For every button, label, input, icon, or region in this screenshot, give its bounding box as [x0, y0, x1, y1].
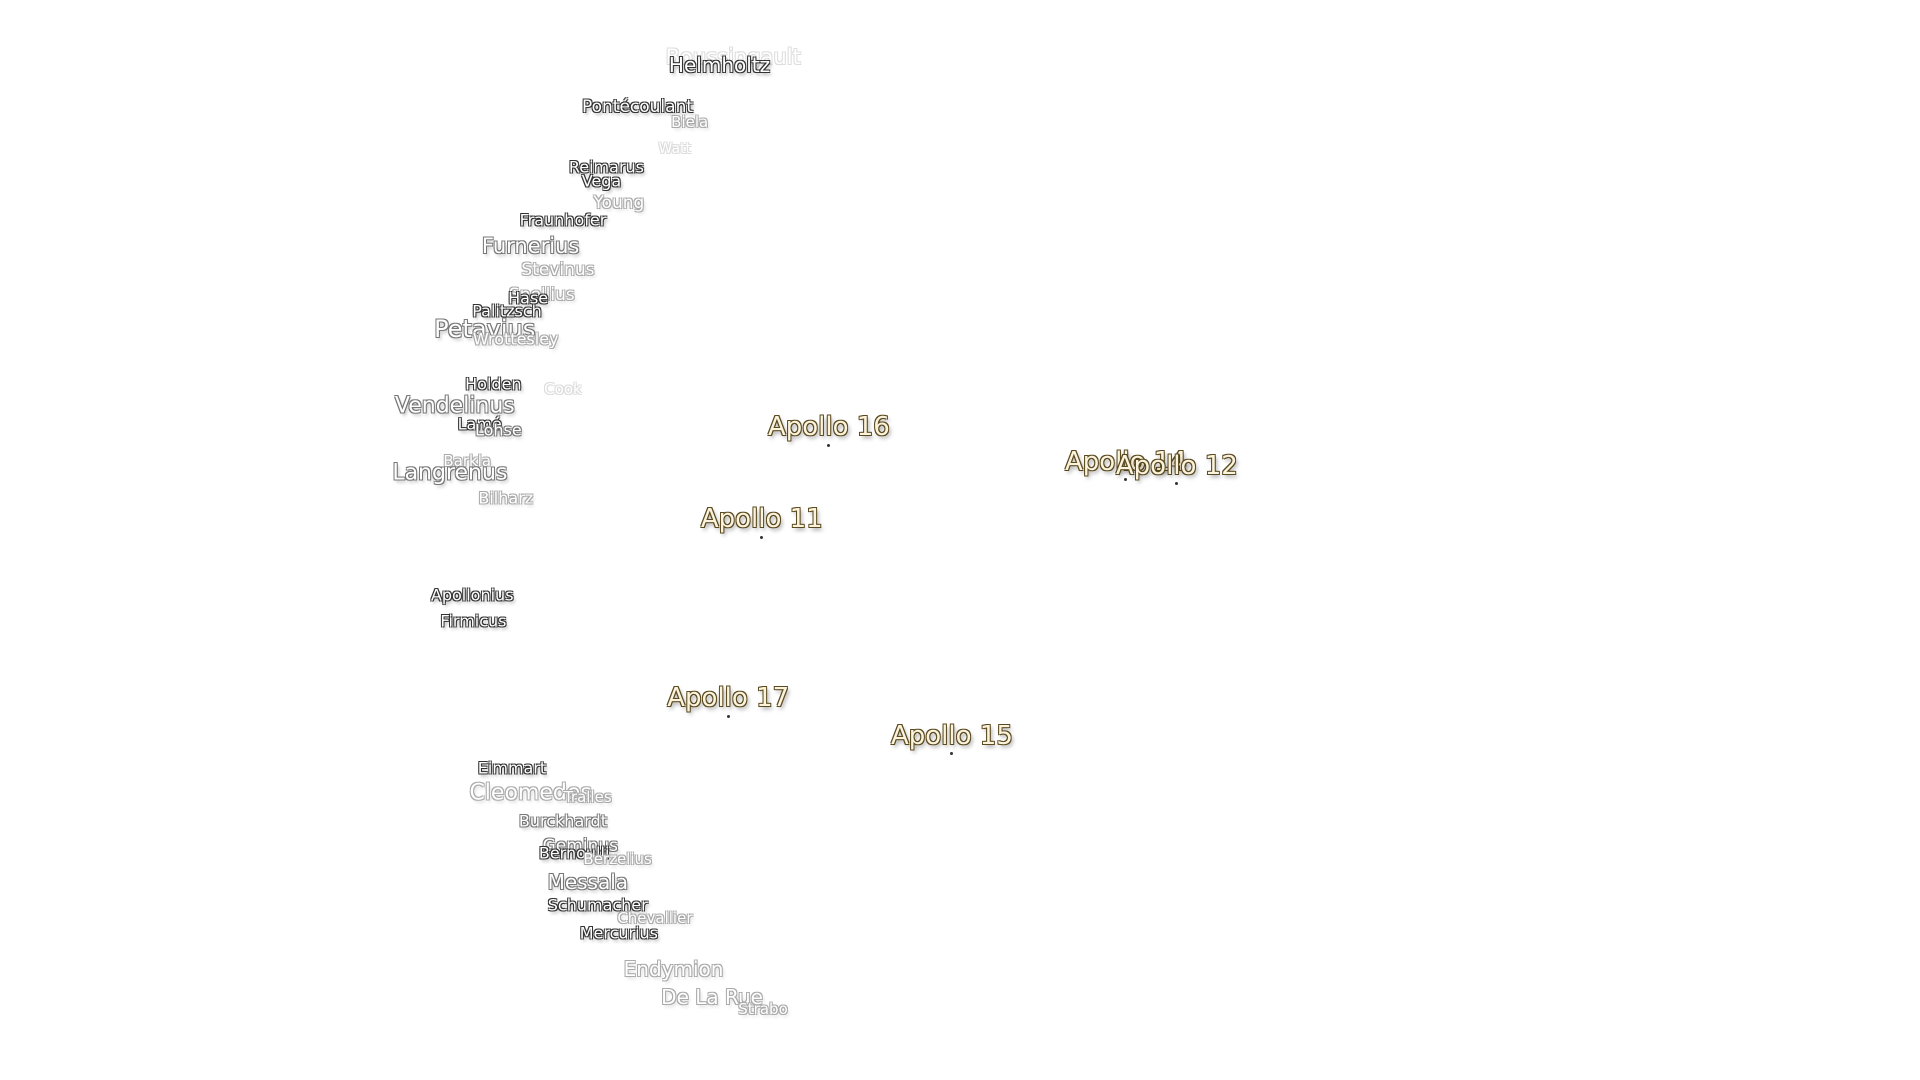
landing-site-label: Apollo 11 — [700, 504, 823, 535]
crater-label: Lamé — [457, 414, 502, 434]
landing-site-label: Apollo 16 — [767, 412, 890, 443]
crater-label: Bernoulli — [538, 843, 610, 862]
crater-label: Vendelinus — [394, 393, 515, 419]
crater-label: Snellius — [508, 284, 575, 305]
crater-label: De La Rue — [661, 984, 763, 1009]
crater-label: Fraunhofer — [519, 210, 607, 230]
crater-label: Barkla — [443, 452, 492, 471]
crater-label: Palitzsch — [472, 301, 542, 321]
landing-site-label: Apollo 17 — [667, 683, 790, 714]
crater-label: Chevallier — [617, 909, 693, 928]
landing-site-marker — [1124, 478, 1128, 482]
crater-label: Young — [593, 192, 645, 213]
crater-label: Boussingault — [665, 45, 801, 70]
crater-label: Reimarus — [568, 157, 645, 177]
crater-label: Wrottesley — [472, 329, 559, 349]
crater-label: Bilharz — [478, 488, 534, 508]
crater-label: Cleomedes — [469, 780, 592, 806]
landing-site-label: Apollo 14 — [1064, 447, 1187, 478]
crater-label: Apollonius — [430, 585, 514, 605]
crater-label: Langrenus — [392, 460, 508, 486]
landing-site-label: Apollo 12 — [1115, 451, 1238, 482]
landing-site-marker — [1175, 482, 1179, 486]
crater-label: Mercurius — [579, 923, 659, 943]
crater-label: Furnerius — [481, 234, 580, 259]
crater-label: Lohse — [474, 420, 522, 440]
crater-label: Berzelius — [583, 849, 652, 868]
crater-label: Pontécoulant — [581, 96, 694, 117]
crater-label: Vega — [581, 171, 622, 191]
crater-label: Cook — [544, 379, 582, 398]
crater-label: Geminus — [542, 836, 619, 857]
crater-label: Eimmart — [477, 758, 547, 778]
crater-label: Burckhardt — [518, 811, 607, 831]
crater-label: Hase — [508, 288, 549, 308]
crater-label: Petavius — [434, 315, 536, 344]
crater-label: Biela — [671, 112, 709, 131]
landing-site-label: Apollo 15 — [890, 720, 1013, 751]
crater-label: Holden — [465, 374, 522, 394]
crater-label: Strabo — [738, 1000, 788, 1019]
crater-label: Stevinus — [521, 259, 595, 280]
crater-label: Helmholtz — [668, 52, 771, 77]
landing-site-marker — [827, 443, 831, 447]
crater-label: Schumacher — [547, 895, 648, 915]
landing-site-marker — [726, 714, 730, 718]
crater-label: Tralles — [563, 787, 612, 806]
crater-label: Firmicus — [440, 611, 507, 631]
landing-site-marker — [760, 535, 764, 539]
crater-label: Watt — [658, 141, 692, 158]
crater-label: Messala — [547, 870, 629, 895]
crater-label: Endymion — [623, 957, 724, 982]
landing-site-marker — [950, 751, 954, 755]
